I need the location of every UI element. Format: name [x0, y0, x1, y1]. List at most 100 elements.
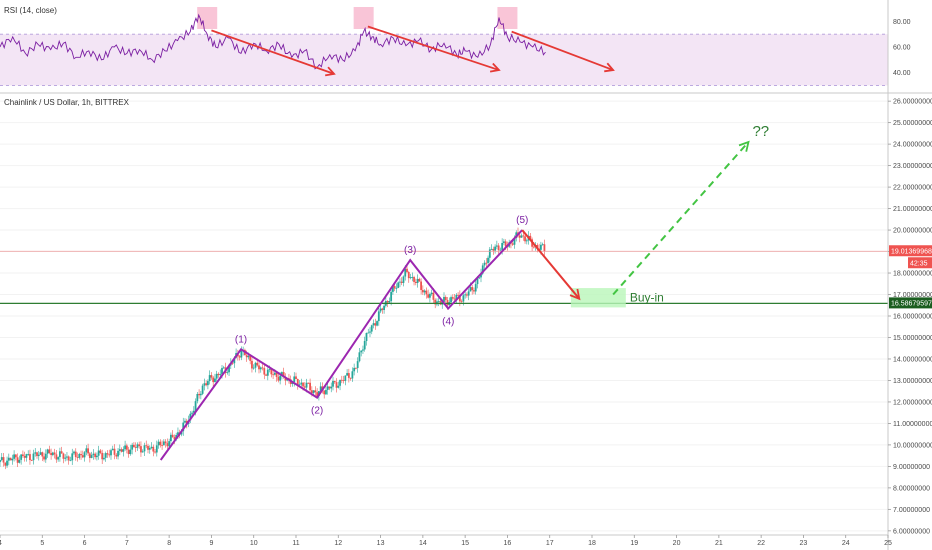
- candle-body: [328, 386, 331, 389]
- candle-body: [228, 365, 230, 373]
- candle-body: [124, 445, 126, 450]
- candle-body: [51, 452, 54, 456]
- candle-body: [173, 437, 176, 440]
- x-tick-label: 24: [842, 540, 850, 547]
- candle-body: [451, 297, 454, 299]
- candle-body: [136, 444, 139, 448]
- candle-body: [148, 447, 151, 450]
- candle-body: [231, 362, 234, 364]
- candle-body: [458, 295, 461, 302]
- current-price-value: 19.01369968: [891, 248, 932, 255]
- candle-body: [166, 443, 169, 447]
- rsi-peak-highlight: [353, 7, 374, 29]
- rsi-highlights: [197, 7, 518, 29]
- candle-body: [117, 450, 119, 457]
- candle-body: [265, 374, 267, 376]
- candle-body: [106, 453, 109, 455]
- rsi-down-arrow-line: [367, 25, 500, 71]
- projection-up-arrow: [612, 140, 750, 296]
- rsi-y-tick-label: 60.00: [893, 45, 911, 52]
- candle-body: [73, 451, 75, 454]
- candle-body: [103, 457, 105, 460]
- candle-body: [467, 291, 470, 296]
- candle-body: [270, 369, 273, 375]
- candle-body: [252, 367, 255, 369]
- candle-body: [78, 453, 81, 458]
- candle-body: [429, 294, 431, 298]
- candle-body: [16, 457, 19, 463]
- wave-label: (5): [516, 215, 528, 226]
- candle-body: [383, 305, 385, 310]
- candle-body: [503, 241, 505, 243]
- rsi-y-tick-label: 40.00: [893, 70, 911, 77]
- candle-body: [259, 367, 262, 370]
- candle-body: [125, 445, 128, 450]
- candle-body: [110, 450, 112, 456]
- candle-body: [434, 299, 437, 305]
- candle-body: [7, 457, 10, 461]
- candle-body: [245, 355, 248, 358]
- candle-body: [513, 238, 516, 245]
- candle-body: [511, 243, 514, 245]
- price-y-tick-label: 18.00000000: [893, 271, 932, 278]
- candle-body: [363, 341, 366, 350]
- candle-body: [69, 460, 72, 462]
- candle-body: [43, 456, 45, 460]
- candles: [0, 227, 546, 470]
- candle-body: [377, 311, 380, 322]
- candle-body: [481, 265, 484, 274]
- candle-body: [36, 452, 38, 457]
- candle-body: [233, 357, 236, 364]
- candle-body: [310, 390, 313, 394]
- price-y-tick-label: 12.00000000: [893, 399, 932, 406]
- candle-body: [196, 393, 199, 402]
- candle-body: [87, 448, 89, 454]
- x-tick-label: 10: [250, 540, 258, 547]
- candle-body: [268, 369, 271, 370]
- price-y-tick-label: 8.00000000: [893, 485, 930, 492]
- candle-body: [466, 294, 468, 296]
- x-tick-label: 6: [83, 540, 87, 547]
- time-x-axis[interactable]: 4 5 6 7 8 9 10 11 12 13 14 15 16 17 18 19 20 21 22 23 24 25: [0, 535, 892, 547]
- candle-body: [443, 296, 445, 302]
- candle-body: [494, 246, 496, 251]
- candle-body: [191, 412, 193, 414]
- candle-body: [337, 385, 340, 388]
- price-y-tick-label: 16.00000000: [893, 314, 932, 321]
- candle-body: [399, 281, 401, 283]
- candle-body: [99, 450, 102, 453]
- candle-body: [208, 375, 211, 382]
- candle-body: [261, 367, 264, 369]
- candle-body: [409, 277, 412, 279]
- candle-body: [302, 382, 304, 387]
- candle-body: [23, 455, 26, 458]
- candle-body: [177, 432, 179, 435]
- price-y-tick-label: 21.00000000: [893, 206, 932, 213]
- candle-body: [344, 375, 347, 381]
- candle-body: [284, 376, 287, 381]
- candle-body: [416, 278, 419, 283]
- candle-body: [296, 379, 299, 386]
- candle-body: [71, 453, 74, 461]
- candle-body: [474, 284, 477, 292]
- rsi-down-arrow-head: [489, 62, 501, 73]
- candle-body: [460, 301, 463, 303]
- price-y-tick-label: 7.00000000: [893, 507, 930, 514]
- candle-body: [37, 454, 40, 457]
- candle-body: [94, 453, 97, 458]
- candle-body: [64, 457, 67, 459]
- price-y-tick-label: 24.00000000: [893, 142, 932, 149]
- candle-body: [140, 446, 142, 453]
- candle-body: [27, 454, 30, 455]
- x-tick-label: 5: [40, 540, 44, 547]
- chart-title: Chainlink / US Dollar, 1h, BITTREX: [4, 98, 130, 107]
- x-tick-label: 7: [125, 540, 129, 547]
- price-y-tick-label: 17.00000000: [893, 292, 932, 299]
- candle-body: [90, 455, 93, 458]
- candle-body: [104, 453, 107, 458]
- x-tick-label: 20: [673, 540, 681, 547]
- support-price-value: 16.58679597: [891, 300, 932, 307]
- price-y-axis[interactable]: 26.00000000 25.00000000 24.00000000 23.0000…: [888, 99, 932, 536]
- rsi-arrows: [211, 25, 615, 77]
